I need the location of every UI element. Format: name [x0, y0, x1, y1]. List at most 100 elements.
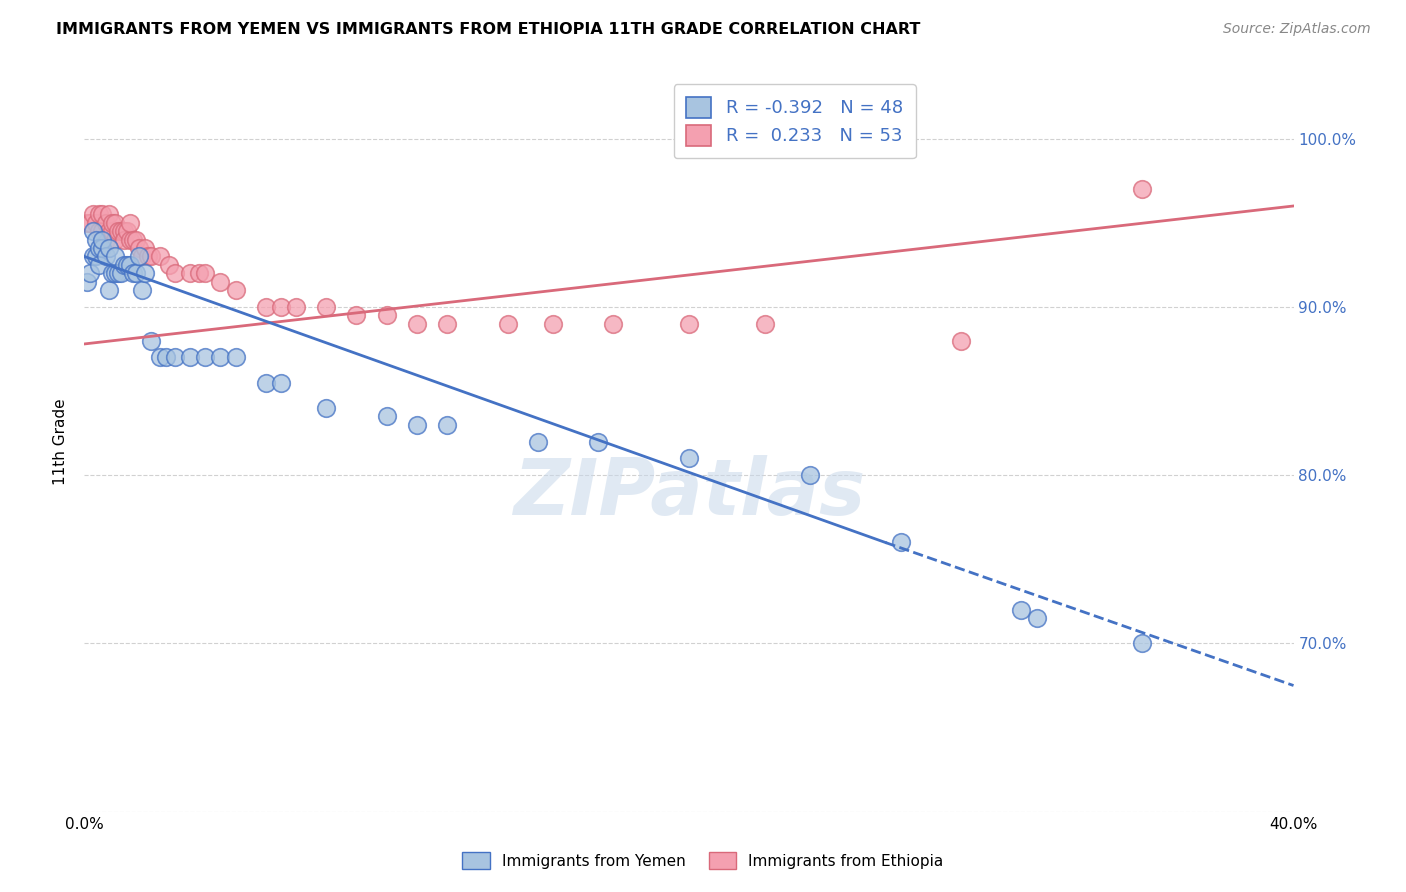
- Point: [131, 283, 153, 297]
- Point: [86, 233, 108, 247]
- Point: [131, 250, 153, 264]
- Point: [89, 207, 111, 221]
- Point: [588, 434, 610, 449]
- Point: [375, 409, 398, 424]
- Point: [112, 233, 135, 247]
- Point: [118, 258, 141, 272]
- Point: [104, 266, 127, 280]
- Point: [125, 233, 148, 247]
- Point: [890, 535, 912, 549]
- Point: [149, 351, 172, 365]
- Point: [315, 401, 337, 415]
- Point: [121, 233, 143, 247]
- Point: [118, 233, 141, 247]
- Point: [139, 250, 162, 264]
- Point: [165, 351, 187, 365]
- Point: [541, 317, 564, 331]
- Text: ZIPatlas: ZIPatlas: [513, 455, 865, 532]
- Point: [128, 250, 150, 264]
- Point: [270, 300, 292, 314]
- Point: [91, 241, 114, 255]
- Point: [97, 241, 120, 255]
- Point: [86, 250, 108, 264]
- Point: [678, 317, 700, 331]
- Point: [136, 250, 159, 264]
- Point: [104, 216, 127, 230]
- Point: [115, 258, 138, 272]
- Point: [406, 417, 429, 432]
- Point: [406, 317, 429, 331]
- Point: [100, 216, 122, 230]
- Point: [225, 351, 247, 365]
- Text: IMMIGRANTS FROM YEMEN VS IMMIGRANTS FROM ETHIOPIA 11TH GRADE CORRELATION CHART: IMMIGRANTS FROM YEMEN VS IMMIGRANTS FROM…: [56, 22, 921, 37]
- Point: [270, 376, 292, 390]
- Text: Source: ZipAtlas.com: Source: ZipAtlas.com: [1223, 22, 1371, 37]
- Point: [94, 233, 117, 247]
- Point: [1025, 611, 1047, 625]
- Point: [754, 317, 776, 331]
- Point: [100, 266, 122, 280]
- Point: [436, 317, 458, 331]
- Point: [194, 266, 217, 280]
- Point: [799, 468, 821, 483]
- Point: [97, 207, 120, 221]
- Point: [209, 275, 232, 289]
- Point: [950, 334, 973, 348]
- Point: [112, 224, 135, 238]
- Point: [89, 241, 111, 255]
- Point: [112, 258, 135, 272]
- Point: [110, 224, 132, 238]
- Point: [496, 317, 519, 331]
- Point: [149, 250, 172, 264]
- Point: [209, 351, 232, 365]
- Point: [97, 224, 120, 238]
- Point: [128, 241, 150, 255]
- Point: [179, 351, 201, 365]
- Legend: Immigrants from Yemen, Immigrants from Ethiopia: Immigrants from Yemen, Immigrants from E…: [456, 846, 950, 875]
- Point: [1130, 636, 1153, 650]
- Point: [254, 300, 277, 314]
- Point: [1130, 182, 1153, 196]
- Point: [91, 207, 114, 221]
- Point: [179, 266, 201, 280]
- Point: [94, 216, 117, 230]
- Point: [82, 207, 104, 221]
- Point: [678, 451, 700, 466]
- Point: [118, 216, 141, 230]
- Point: [375, 309, 398, 323]
- Point: [194, 351, 217, 365]
- Point: [165, 266, 187, 280]
- Point: [527, 434, 550, 449]
- Y-axis label: 11th Grade: 11th Grade: [53, 398, 69, 485]
- Legend: R = -0.392   N = 48, R =  0.233   N = 53: R = -0.392 N = 48, R = 0.233 N = 53: [673, 84, 915, 158]
- Point: [188, 266, 211, 280]
- Point: [107, 266, 129, 280]
- Point: [115, 224, 138, 238]
- Point: [110, 266, 132, 280]
- Point: [104, 233, 127, 247]
- Point: [82, 250, 104, 264]
- Point: [91, 233, 114, 247]
- Point: [315, 300, 337, 314]
- Point: [157, 258, 180, 272]
- Point: [155, 351, 177, 365]
- Point: [97, 283, 120, 297]
- Point: [79, 266, 101, 280]
- Point: [602, 317, 624, 331]
- Point: [76, 216, 98, 230]
- Point: [100, 224, 122, 238]
- Point: [79, 216, 101, 230]
- Point: [436, 417, 458, 432]
- Point: [82, 224, 104, 238]
- Point: [89, 258, 111, 272]
- Point: [254, 376, 277, 390]
- Point: [285, 300, 308, 314]
- Point: [125, 266, 148, 280]
- Point: [121, 266, 143, 280]
- Point: [76, 275, 98, 289]
- Point: [346, 309, 368, 323]
- Point: [1011, 603, 1033, 617]
- Point: [134, 266, 156, 280]
- Point: [86, 216, 108, 230]
- Point: [94, 250, 117, 264]
